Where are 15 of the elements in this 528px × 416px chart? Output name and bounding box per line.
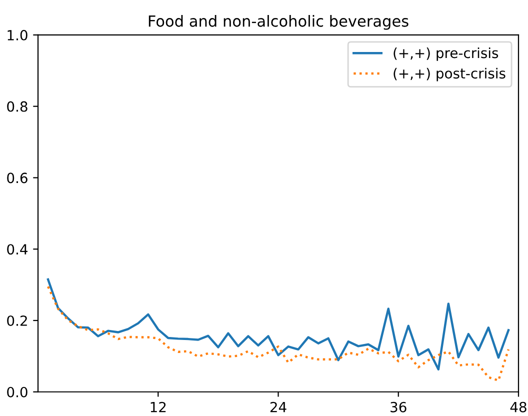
- legend-label: (+,+) post-crisis: [394, 68, 506, 82]
- x-tick-label: 12: [150, 402, 166, 412]
- x-tick-label: 36: [390, 402, 406, 412]
- line-series: [46, 278, 510, 370]
- y-tick-label: 0.0: [7, 386, 28, 398]
- y-tick-label: 0.6: [7, 172, 28, 184]
- x-tick-label: 24: [270, 402, 286, 412]
- y-tick-label: 1.0: [8, 30, 28, 40]
- x-tick-label: 48: [510, 402, 526, 412]
- chart-title: Food and non-alcoholic beverages: [148, 15, 408, 30]
- y-tick-label: 0.2: [7, 315, 27, 326]
- line-series: [46, 285, 510, 382]
- legend-label: (+,+) pre-crisis: [394, 47, 498, 61]
- y-tick-label: 0.4: [7, 244, 28, 255]
- y-tick-label: 0.8: [7, 101, 28, 112]
